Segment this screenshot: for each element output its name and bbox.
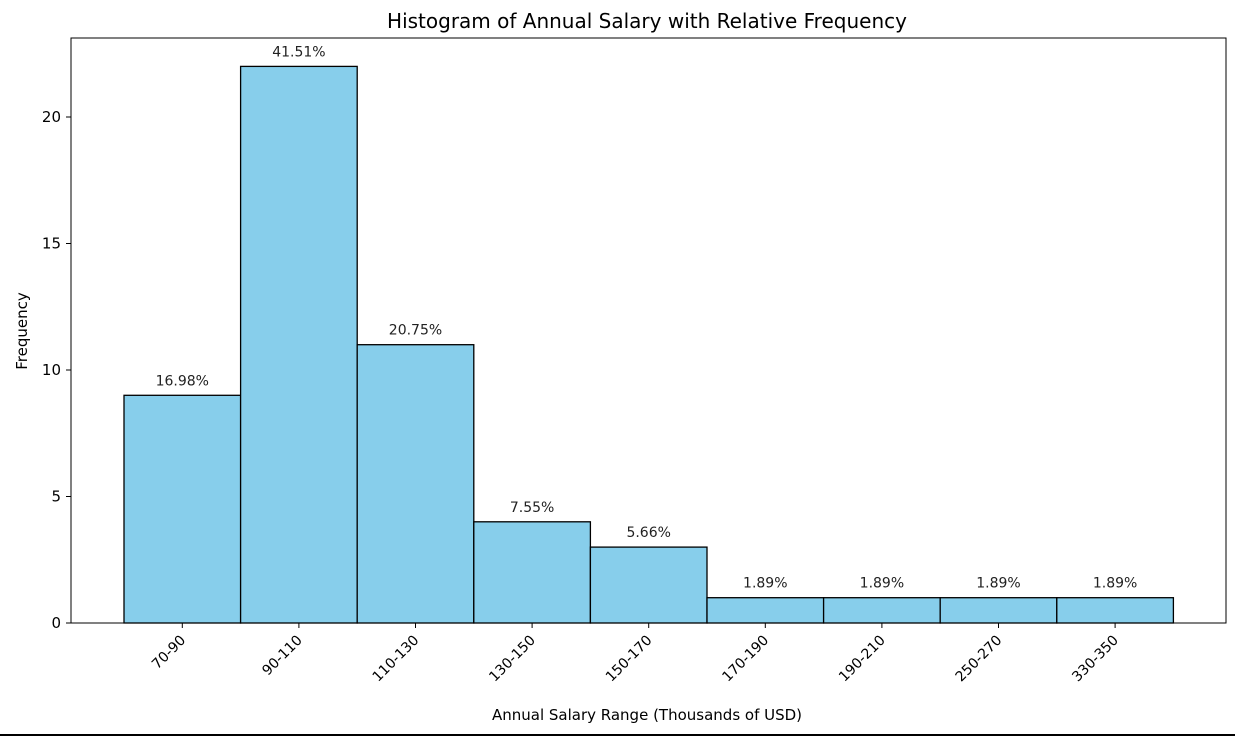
x-tick-label: 130-150 [486, 633, 539, 686]
bottom-rule [0, 734, 1235, 736]
y-tick-label: 20 [42, 108, 61, 126]
plot-frame [70, 37, 1227, 624]
bar-data-label: 20.75% [389, 323, 442, 339]
bar [1056, 597, 1175, 624]
bar [939, 597, 1058, 624]
x-tick-label: 70-90 [149, 633, 189, 673]
bar [123, 394, 242, 624]
bar-data-label: 5.66% [626, 525, 670, 541]
bar [356, 344, 475, 624]
x-tick-label: 90-110 [259, 633, 305, 679]
x-tick-label: 190-210 [836, 633, 889, 686]
bar-data-label: 1.89% [743, 576, 787, 592]
bar-data-label: 16.98% [156, 373, 209, 389]
bar-data-label: 1.89% [1093, 576, 1137, 592]
x-tick-label: 110-130 [370, 633, 423, 686]
y-tick-label: 0 [51, 614, 61, 632]
x-axis-label: Annual Salary Range (Thousands of USD) [492, 706, 802, 724]
chart-title: Histogram of Annual Salary with Relative… [387, 9, 907, 33]
bar-data-label: 41.51% [272, 44, 325, 60]
x-tick-label: 150-170 [603, 633, 656, 686]
y-tick-label: 5 [51, 488, 61, 506]
bar-data-label: 1.89% [860, 576, 904, 592]
bar [706, 597, 825, 624]
bar-data-label: 7.55% [510, 500, 554, 516]
y-axis-label: Frequency [13, 292, 31, 370]
bar [589, 546, 708, 624]
bar [822, 597, 941, 624]
y-tick-label: 10 [42, 361, 61, 379]
bar [473, 521, 592, 624]
y-tick-label: 15 [42, 235, 61, 253]
bar-data-label: 1.89% [976, 576, 1020, 592]
x-tick-label: 330-350 [1069, 633, 1122, 686]
x-tick-label: 250-270 [953, 633, 1006, 686]
bar [239, 65, 358, 624]
x-tick-label: 170-190 [719, 633, 772, 686]
